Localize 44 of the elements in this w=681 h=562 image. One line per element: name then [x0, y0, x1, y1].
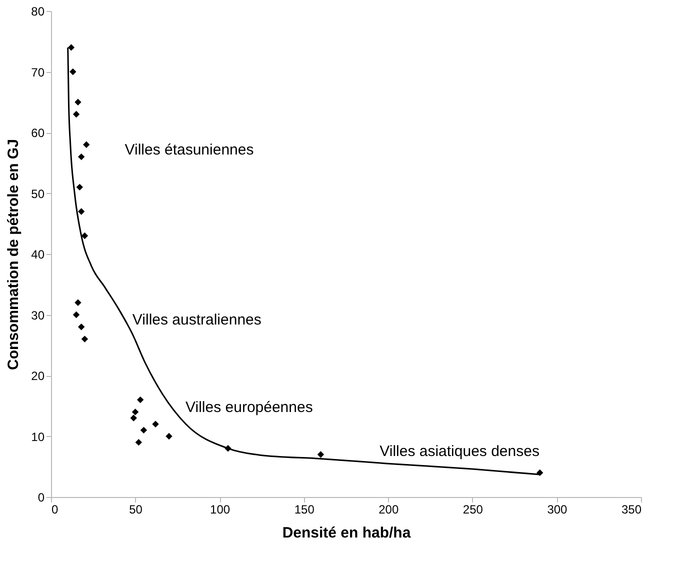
point — [70, 68, 76, 76]
point — [83, 141, 90, 148]
y-tick-label: 0 — [38, 490, 45, 504]
point — [152, 420, 159, 428]
point — [78, 208, 85, 215]
annotation: Villes étasuniennes — [124, 142, 254, 159]
x-tick-label: 250 — [462, 502, 484, 516]
y-tick-label: 20 — [31, 369, 45, 383]
x-tick-label: 350 — [621, 502, 642, 516]
x-tick-label: 150 — [294, 502, 315, 516]
point — [78, 324, 85, 330]
annotation: Villes européennes — [186, 399, 313, 416]
point — [140, 426, 148, 434]
point — [136, 396, 144, 404]
x-tick-label: 200 — [378, 502, 399, 516]
y-axis-title: Consommation de pétrole en GJ — [5, 139, 22, 370]
point — [68, 44, 75, 51]
point — [166, 432, 172, 440]
x-tick-label: 100 — [210, 502, 230, 516]
point — [81, 336, 88, 342]
point — [130, 414, 137, 422]
y-tick-label: 60 — [31, 126, 45, 140]
point — [81, 232, 88, 240]
point — [78, 153, 85, 160]
annotation: Villes australiennes — [132, 312, 262, 329]
point — [317, 451, 324, 458]
point — [72, 110, 80, 118]
x-tick-label: 0 — [52, 502, 58, 516]
point — [74, 299, 82, 306]
x-tick-label: 300 — [547, 502, 568, 516]
y-tick-label: 70 — [31, 65, 45, 80]
point — [74, 98, 82, 106]
x-axis-title: Densité en hab/ha — [282, 524, 412, 542]
point — [72, 311, 80, 318]
y-tick-label: 50 — [31, 186, 45, 201]
y-tick-label: 40 — [31, 248, 45, 262]
y-tick-label: 30 — [31, 308, 45, 322]
point — [76, 184, 84, 191]
point — [135, 438, 142, 446]
point — [132, 408, 139, 416]
x-tick-label: 50 — [129, 502, 143, 516]
annotation: Villes asiatiques denses — [380, 442, 540, 460]
y-tick-label: 80 — [31, 4, 45, 18]
y-tick-label: 10 — [31, 430, 45, 444]
